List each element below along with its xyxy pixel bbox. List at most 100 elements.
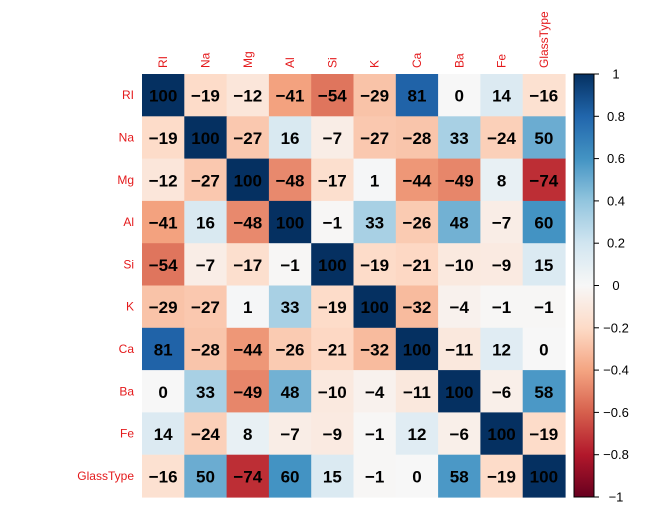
heatmap-cell-Al-Na: [184, 200, 228, 244]
heatmap-cell-Mg-Ba: [438, 158, 481, 202]
heatmap-cell-K-Si: [311, 285, 355, 329]
cell-value-RI-Ca: 81: [407, 87, 426, 106]
cell-value-RI-Al: −41: [276, 87, 305, 106]
cell-value-GlassType-Al: 60: [281, 467, 300, 486]
heatmap-cell-Si-Si: [311, 243, 355, 287]
heatmap-cell-Fe-Fe: [480, 412, 524, 456]
cell-value-GlassType-Mg: −74: [233, 467, 262, 486]
heatmap-cell-GlassType-Ca: [395, 454, 439, 498]
cell-value-Fe-Fe: 100: [487, 425, 515, 444]
cell-value-Al-Mg: −48: [233, 214, 262, 233]
heatmap-cell-K-Fe: [480, 285, 524, 329]
heatmap-cell-GlassType-Mg: [226, 454, 270, 498]
cell-value-Na-K: −27: [360, 129, 389, 148]
heatmap-cell-GlassType-Si: [311, 454, 355, 498]
colorbar-tick-label: −0.2: [603, 320, 629, 335]
column-labels: RI Na Mg Al Si K Ca Ba Fe GlassType: [156, 11, 551, 68]
cell-value-Si-Fe: −9: [492, 256, 511, 275]
heatmap-cell-Si-RI: [142, 243, 185, 287]
cell-value-Ba-RI: 0: [158, 383, 167, 402]
row-label-Fe: Fe: [120, 427, 134, 441]
heatmap-cell-Al-Si: [311, 200, 355, 244]
heatmap-cell-Fe-Si: [311, 412, 355, 456]
cell-value-GlassType-Ba: 58: [450, 467, 469, 486]
heatmap-cell-Ca-Si: [311, 327, 355, 371]
row-label-RI: RI: [122, 88, 134, 102]
heatmap-cell-Fe-GlassType: [522, 412, 566, 456]
cell-value-RI-Mg: −12: [233, 87, 262, 106]
cell-value-Ba-Al: 48: [281, 383, 300, 402]
cell-value-Ba-Ba: 100: [445, 383, 473, 402]
cell-value-Na-Fe: −24: [487, 129, 516, 148]
cell-value-K-Ca: −32: [403, 298, 432, 317]
row-label-K: K: [126, 300, 134, 314]
heatmap-cell-Ca-Ca: [395, 327, 439, 371]
cell-value-Mg-GlassType: −74: [529, 171, 558, 190]
cell-value-Ba-Ca: −11: [403, 383, 431, 402]
heatmap-cell-K-Al: [268, 285, 312, 329]
heatmap-cell-Ba-Mg: [226, 370, 270, 413]
column-label-K: K: [368, 60, 382, 68]
cell-value-Fe-K: −1: [365, 425, 384, 444]
column-label-Ca: Ca: [410, 52, 424, 68]
cell-value-Si-Ba: −10: [445, 256, 474, 275]
heatmap-cell-Al-Al: [268, 200, 312, 244]
heatmap-cell-Al-Ba: [438, 200, 481, 244]
heatmap-cell-Al-Ca: [395, 200, 439, 244]
cell-value-Si-RI: −54: [149, 256, 178, 275]
heatmap-cell-Ba-RI: [142, 370, 185, 413]
cell-value-RI-GlassType: −16: [529, 87, 558, 106]
column-label-Al: Al: [283, 57, 297, 68]
cell-value-K-RI: −29: [149, 298, 178, 317]
heatmap-cell-K-GlassType: [522, 285, 566, 329]
cell-value-Ca-Na: −28: [191, 340, 220, 359]
heatmap-cell-Mg-Fe: [480, 158, 524, 202]
heatmap-cell-Si-K: [353, 243, 397, 287]
colorbar-tick-label: 0.8: [607, 109, 625, 124]
heatmap-cell-Fe-K: [353, 412, 397, 456]
row-label-GlassType: GlassType: [77, 469, 134, 483]
cell-value-GlassType-Ca: 0: [412, 467, 421, 486]
cell-value-Ba-K: −4: [365, 383, 385, 402]
cell-value-Fe-Na: −24: [191, 425, 220, 444]
row-label-Si: Si: [123, 257, 134, 271]
row-label-Mg: Mg: [117, 173, 134, 187]
heatmap-cell-Na-Na: [184, 116, 228, 160]
heatmap-cell-Fe-Ca: [395, 412, 439, 456]
column-label-Mg: Mg: [241, 51, 255, 68]
heatmap-cell-GlassType-Na: [184, 454, 228, 498]
heatmap-cell-Al-Fe: [480, 200, 524, 244]
cell-value-Fe-GlassType: −19: [529, 425, 558, 444]
heatmap-cell-Ba-Fe: [480, 370, 524, 413]
heatmap-cell-Fe-Na: [184, 412, 228, 456]
cell-value-Mg-K: 1: [370, 171, 379, 190]
cell-value-K-Ba: −4: [450, 298, 470, 317]
column-label-Ba: Ba: [452, 53, 466, 68]
cell-value-Si-Al: −1: [280, 256, 299, 275]
heatmap-cell-Na-Si: [311, 116, 355, 160]
cell-value-RI-K: −29: [360, 87, 389, 106]
cell-value-Na-Si: −7: [323, 129, 342, 148]
cell-value-Al-RI: −41: [149, 214, 178, 233]
heatmap-cell-K-Ba: [438, 285, 481, 329]
heatmap-cell-Ba-Na: [184, 370, 228, 413]
cell-value-RI-RI: 100: [149, 87, 177, 106]
column-label-RI: RI: [156, 56, 170, 68]
heatmap-cell-Ba-Si: [311, 370, 355, 413]
heatmap-cell-Mg-Na: [184, 158, 228, 202]
cell-value-Mg-Al: −48: [276, 171, 305, 190]
heatmap-cell-Ba-K: [353, 370, 397, 413]
cell-value-Ca-Mg: −44: [233, 340, 262, 359]
cell-value-Al-Ca: −26: [403, 214, 432, 233]
heatmap-cell-Ca-Fe: [480, 327, 524, 371]
heatmap-cell-RI-GlassType: [522, 74, 566, 117]
cell-value-Ca-RI: 81: [154, 340, 173, 359]
heatmap-cell-Na-Al: [268, 116, 312, 160]
cell-value-GlassType-GlassType: 100: [530, 467, 558, 486]
heatmap-cell-Al-K: [353, 200, 397, 244]
cell-value-Al-Na: 16: [196, 214, 215, 233]
heatmap-cell-GlassType-K: [353, 454, 397, 498]
heatmap-cell-RI-Mg: [226, 74, 270, 117]
cell-value-Al-Al: 100: [276, 214, 304, 233]
